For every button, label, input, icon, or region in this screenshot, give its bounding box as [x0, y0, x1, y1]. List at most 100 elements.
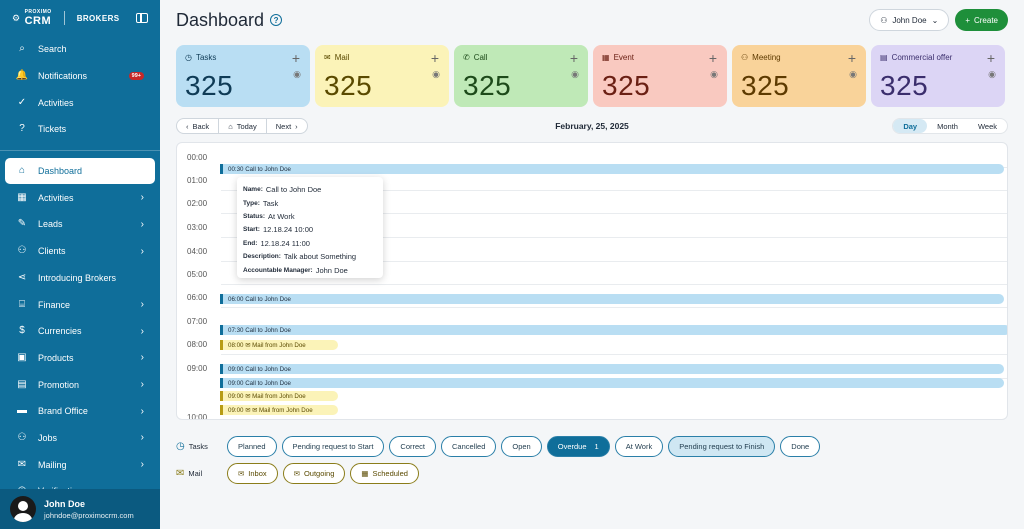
sidebar-item-promotion[interactable]: ▤ Promotion ›: [0, 371, 160, 398]
card-count: 325: [741, 70, 790, 101]
box-icon: ▣: [17, 351, 27, 363]
plus-icon: +: [965, 15, 970, 25]
sidebar-item-tickets[interactable]: ? Tickets: [0, 116, 160, 143]
sidebar-item-finance[interactable]: ⌸ Finance ›: [0, 291, 160, 318]
summary-card-commercial-offer[interactable]: ▤ Commercial offer 325 + ◉: [871, 45, 1005, 107]
plus-icon[interactable]: +: [430, 50, 439, 66]
filter-scheduled[interactable]: ▦ Scheduled: [350, 462, 419, 484]
chevron-right-icon: ›: [140, 459, 144, 471]
create-button[interactable]: + Create: [955, 9, 1008, 31]
eye-icon[interactable]: ◉: [710, 69, 718, 79]
view-month-button[interactable]: Month: [937, 121, 958, 131]
eye-icon[interactable]: ◉: [432, 69, 440, 79]
call-event[interactable]: 00:30 Call to John Doe: [220, 164, 1004, 174]
mail-event[interactable]: 08:00 ✉ Mail from John Doe: [220, 340, 338, 350]
sidebar-item-label: Currencies: [38, 326, 82, 337]
check-circle-icon: ✓: [17, 96, 27, 108]
mail-event[interactable]: 09:00 ✉ ✉ Mail from John Doe: [220, 405, 338, 415]
clock-icon: ◷: [185, 53, 192, 62]
sidebar-user[interactable]: John Doe johndoe@proximocrm.com: [0, 489, 160, 529]
user-menu-button[interactable]: ⚇ John Doe ⌄: [869, 9, 950, 31]
plus-icon[interactable]: +: [847, 50, 856, 66]
call-event[interactable]: 07:30 Call to John Doe: [220, 325, 1007, 335]
filter-inbox[interactable]: ✉ Inbox: [227, 462, 278, 484]
plus-icon[interactable]: +: [708, 50, 717, 66]
card-count: 325: [463, 70, 512, 101]
sidebar-item-leads[interactable]: ✎ Leads ›: [0, 211, 160, 238]
call-event[interactable]: 09:00 Call to John Doe: [220, 378, 1004, 388]
hour-divider: [221, 354, 1007, 355]
sidebar: ⚙ PROXIMO CRM BROKERS ⌕ Search 🔔 Notificatio…: [0, 0, 160, 529]
card-label: ✆ Call: [463, 53, 488, 62]
sidebar-item-search[interactable]: ⌕ Search: [0, 36, 160, 63]
view-switcher: Day Month Week: [892, 118, 1008, 134]
summary-card-event[interactable]: ▦ Event 325 + ◉: [593, 45, 727, 107]
filter-outgoing[interactable]: ✉ Outgoing: [282, 462, 346, 484]
filter-cancelled[interactable]: Cancelled: [441, 435, 497, 457]
plus-icon[interactable]: +: [986, 50, 995, 66]
sidebar-item-brand-office[interactable]: ▬ Brand Office ›: [0, 398, 160, 425]
filter-at-work[interactable]: At Work: [614, 435, 664, 457]
sidebar-item-notifications[interactable]: 🔔 Notifications 99+: [0, 63, 160, 90]
mail-event[interactable]: 09:00 ✉ Mail from John Doe: [220, 391, 338, 401]
chevron-right-icon: ›: [140, 352, 144, 364]
dollar-icon: $: [19, 325, 25, 337]
filter-pending-request-to-finish[interactable]: Pending request to Finish: [668, 435, 776, 457]
filter-done[interactable]: Done: [780, 435, 821, 457]
sidebar-toggle-icon[interactable]: [136, 13, 148, 23]
hour-label: 07:00: [187, 317, 208, 326]
eye-icon[interactable]: ◉: [293, 69, 301, 79]
chevron-right-icon: ›: [140, 192, 144, 204]
sidebar-item-clients[interactable]: ⚇ Clients ›: [0, 238, 160, 265]
sidebar-item-activities[interactable]: ✓ Activities: [0, 89, 160, 116]
sidebar-item-products[interactable]: ▣ Products ›: [0, 345, 160, 372]
help-icon[interactable]: ?: [270, 14, 283, 26]
eye-icon[interactable]: ◉: [571, 69, 579, 79]
summary-card-meeting[interactable]: ⚇ Meeting 325 + ◉: [732, 45, 866, 107]
card-label: ◷ Tasks: [185, 53, 217, 62]
call-event[interactable]: 06:00 Call to John Doe: [220, 294, 1004, 304]
hour-divider: [221, 237, 1007, 238]
summary-card-tasks[interactable]: ◷ Tasks 325 + ◉: [176, 45, 310, 107]
chevron-left-icon: ‹: [186, 121, 189, 131]
sidebar-item-label: Activities: [38, 97, 74, 108]
hour-label: 01:00: [187, 176, 208, 185]
eye-icon[interactable]: ◉: [988, 69, 996, 79]
next-button[interactable]: Next ›: [275, 121, 298, 131]
sidebar-item-activities[interactable]: ▦ Activities ›: [0, 184, 160, 211]
plus-icon[interactable]: +: [291, 50, 300, 66]
hour-divider: [221, 284, 1007, 285]
filter-correct[interactable]: Correct: [389, 435, 437, 457]
pencil-icon: ✎: [17, 218, 27, 230]
mail-filter-row: ✉ Mail ✉ Inbox ✉ Outgoing ▦ Scheduled: [176, 462, 1008, 484]
summary-card-mail[interactable]: ✉ Mail 325 + ◉: [315, 45, 449, 107]
day-schedule[interactable]: 00:30 Call to John Doe 06:00 Call to John…: [176, 142, 1008, 420]
section-name: BROKERS: [76, 13, 120, 23]
back-button[interactable]: ‹ Back: [177, 119, 220, 133]
home-icon: ⌂: [18, 165, 26, 177]
calendar-icon: ▦: [17, 191, 27, 203]
filter-planned[interactable]: Planned: [227, 435, 277, 457]
outgoing-icon: ✉: [293, 468, 300, 478]
summary-card-call[interactable]: ✆ Call 325 + ◉: [454, 45, 588, 107]
today-button[interactable]: ⌂ Today: [219, 119, 267, 133]
sidebar-item-currencies[interactable]: $ Currencies ›: [0, 318, 160, 345]
view-day-button[interactable]: Day: [893, 119, 928, 133]
card-count: 325: [324, 70, 373, 101]
call-event[interactable]: 09:00 Call to John Doe: [220, 364, 1004, 374]
tasks-filter-label: ◷ Tasks: [176, 440, 208, 452]
chevron-right-icon: ›: [140, 379, 144, 391]
overdue-count: 1: [594, 441, 599, 451]
hour-label: 05:00: [187, 270, 208, 279]
chevron-down-icon: ⌄: [931, 15, 939, 25]
sidebar-item-introducing-brokers[interactable]: ⋖ Introducing Brokers: [0, 265, 160, 292]
filter-open[interactable]: Open: [501, 435, 542, 457]
view-week-button[interactable]: Week: [977, 121, 997, 131]
filter-overdue[interactable]: Overdue 1: [546, 435, 610, 457]
sidebar-item-mailing[interactable]: ✉ Mailing ›: [0, 451, 160, 478]
filter-pending-request-to-start[interactable]: Pending request to Start: [281, 435, 385, 457]
plus-icon[interactable]: +: [569, 50, 578, 66]
sidebar-item-jobs[interactable]: ⚇ Jobs ›: [0, 425, 160, 452]
sidebar-item-dashboard[interactable]: ⌂ Dashboard: [5, 157, 155, 185]
eye-icon[interactable]: ◉: [849, 69, 857, 79]
